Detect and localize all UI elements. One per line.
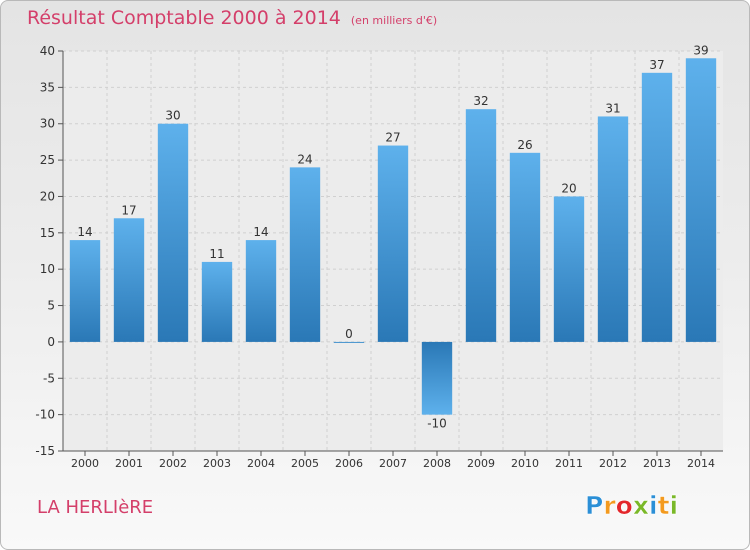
bar-2009 <box>465 109 497 342</box>
data-label-2004: 14 <box>253 225 268 239</box>
x-tick-label-2001: 2001 <box>115 457 143 470</box>
data-label-2014: 39 <box>693 43 708 57</box>
y-tick-label: 40 <box>40 44 55 58</box>
data-label-2001: 17 <box>121 203 136 217</box>
x-tick-label-2003: 2003 <box>203 457 231 470</box>
x-tick-label-2002: 2002 <box>159 457 187 470</box>
bar-2010 <box>509 152 541 342</box>
data-label-2009: 32 <box>473 94 488 108</box>
data-label-2003: 11 <box>209 247 224 261</box>
data-label-2010: 26 <box>517 138 532 152</box>
y-tick-label: 25 <box>40 153 55 167</box>
bar-2004 <box>245 240 277 342</box>
bar-2000 <box>69 240 101 342</box>
data-label-2008: -10 <box>427 417 447 431</box>
chart-unit-note: (en milliers d'€) <box>350 14 438 27</box>
data-label-2007: 27 <box>385 131 400 145</box>
y-tick-label: 30 <box>40 117 55 131</box>
bar-2002 <box>157 123 189 342</box>
logo-letter: P <box>585 491 603 520</box>
bar-2011 <box>553 196 585 342</box>
data-label-2011: 20 <box>561 181 576 195</box>
y-tick-label: 15 <box>40 226 55 240</box>
logo-letter: i <box>649 491 658 520</box>
bar-2001 <box>113 218 145 342</box>
bar-2003 <box>201 261 233 342</box>
x-tick-label-2013: 2013 <box>643 457 671 470</box>
data-label-2006: 0 <box>345 327 353 341</box>
chart-title: Résultat Comptable 2000 à 2014 (en millie… <box>27 7 437 29</box>
bar-2007 <box>377 145 409 342</box>
bar-2008 <box>421 341 453 415</box>
y-tick-label: 10 <box>40 262 55 276</box>
y-tick-label: 35 <box>40 80 55 94</box>
town-name: LA HERLIèRE <box>37 497 154 518</box>
bar-2013 <box>641 72 673 342</box>
x-tick-label-2008: 2008 <box>423 457 451 470</box>
proxiti-logo-text: Proxiti <box>585 491 678 520</box>
y-tick-label: -5 <box>43 371 55 385</box>
y-tick-label: 5 <box>47 299 55 313</box>
data-label-2013: 37 <box>649 58 664 72</box>
data-label-2002: 30 <box>165 109 180 123</box>
logo-letter: t <box>658 491 670 520</box>
chart-title-text: Résultat Comptable 2000 à 2014 <box>27 7 341 29</box>
y-tick-label: -10 <box>35 408 55 422</box>
x-tick-label-2004: 2004 <box>247 457 275 470</box>
x-tick-label-2009: 2009 <box>467 457 495 470</box>
data-label-2005: 24 <box>297 152 312 166</box>
x-tick-label-2010: 2010 <box>511 457 539 470</box>
y-tick-label: -15 <box>35 444 55 458</box>
x-tick-label-2012: 2012 <box>599 457 627 470</box>
data-label-2012: 31 <box>605 101 620 115</box>
bar-2006 <box>333 341 365 343</box>
logo-letter: r <box>603 491 616 520</box>
y-tick-label: 0 <box>47 335 55 349</box>
y-tick-label: 20 <box>40 189 55 203</box>
x-tick-label-2011: 2011 <box>555 457 583 470</box>
proxiti-logo: Proxiti <box>585 491 679 521</box>
bar-2012 <box>597 116 629 342</box>
logo-letter: o <box>616 491 633 520</box>
bar-2005 <box>289 167 321 342</box>
x-tick-label-2000: 2000 <box>71 457 99 470</box>
x-tick-label-2007: 2007 <box>379 457 407 470</box>
bar-2014 <box>685 58 717 342</box>
x-tick-label-2014: 2014 <box>687 457 715 470</box>
logo-letter: i <box>670 491 679 520</box>
data-label-2000: 14 <box>77 225 92 239</box>
x-tick-label-2005: 2005 <box>291 457 319 470</box>
logo-letter: x <box>633 491 649 520</box>
x-tick-label-2006: 2006 <box>335 457 363 470</box>
